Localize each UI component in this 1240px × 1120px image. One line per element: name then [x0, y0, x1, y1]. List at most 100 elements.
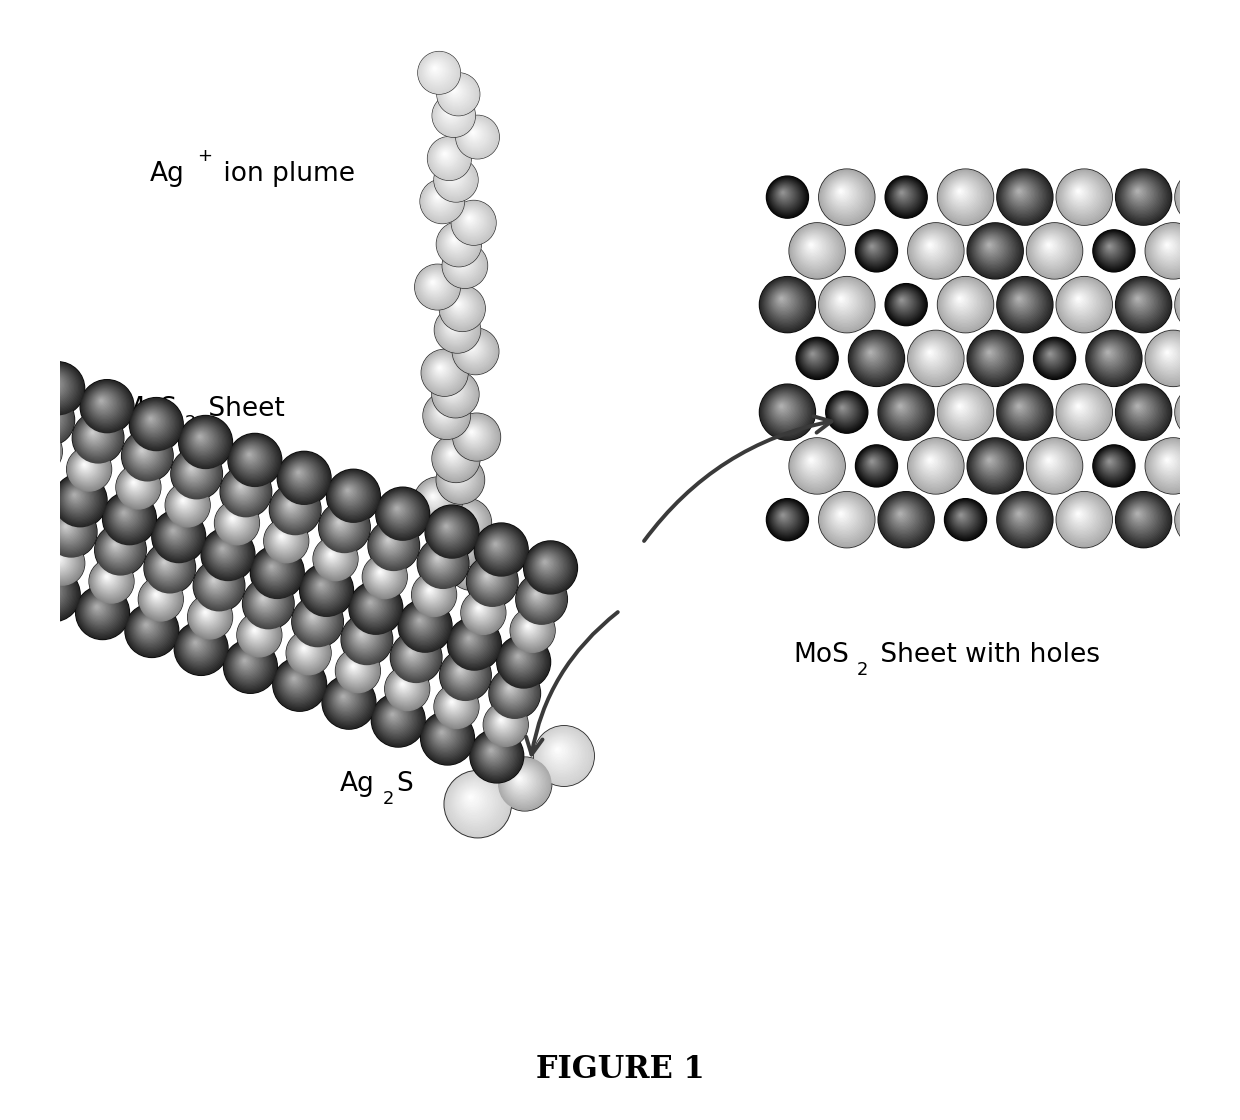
- Circle shape: [422, 56, 455, 88]
- Circle shape: [376, 568, 387, 578]
- Circle shape: [280, 664, 315, 700]
- Circle shape: [1195, 513, 1198, 515]
- Circle shape: [777, 296, 786, 304]
- Circle shape: [957, 296, 963, 302]
- Circle shape: [1075, 188, 1083, 195]
- Circle shape: [1127, 396, 1153, 422]
- Circle shape: [433, 513, 466, 547]
- Circle shape: [856, 337, 894, 376]
- Circle shape: [174, 450, 219, 496]
- Circle shape: [425, 353, 463, 391]
- Circle shape: [33, 404, 60, 430]
- Circle shape: [433, 141, 464, 174]
- Circle shape: [1047, 458, 1052, 463]
- Circle shape: [450, 251, 475, 276]
- Circle shape: [797, 447, 832, 482]
- Circle shape: [432, 360, 453, 381]
- Circle shape: [253, 628, 257, 633]
- Circle shape: [243, 578, 294, 629]
- Circle shape: [93, 563, 128, 598]
- Circle shape: [496, 715, 508, 727]
- Circle shape: [454, 510, 475, 530]
- Circle shape: [427, 718, 465, 755]
- Circle shape: [1210, 228, 1240, 270]
- Circle shape: [525, 623, 533, 631]
- Circle shape: [55, 475, 105, 525]
- Circle shape: [506, 644, 537, 675]
- Circle shape: [1004, 392, 1042, 429]
- Circle shape: [417, 578, 449, 609]
- Circle shape: [440, 459, 479, 498]
- Circle shape: [858, 233, 893, 268]
- Circle shape: [0, 523, 36, 568]
- Circle shape: [946, 500, 985, 539]
- Circle shape: [255, 591, 274, 609]
- Circle shape: [830, 394, 863, 429]
- Circle shape: [885, 391, 924, 430]
- Circle shape: [424, 544, 460, 580]
- Circle shape: [368, 560, 398, 590]
- Circle shape: [325, 508, 361, 544]
- Circle shape: [212, 579, 215, 581]
- Circle shape: [125, 433, 169, 477]
- Circle shape: [1178, 494, 1228, 544]
- Circle shape: [433, 724, 455, 746]
- Circle shape: [0, 562, 12, 585]
- Circle shape: [827, 178, 862, 213]
- Circle shape: [987, 458, 992, 463]
- Circle shape: [192, 429, 212, 449]
- Circle shape: [799, 340, 835, 376]
- Circle shape: [513, 652, 525, 662]
- Circle shape: [821, 279, 873, 330]
- Circle shape: [1037, 233, 1068, 263]
- Circle shape: [382, 494, 420, 531]
- Circle shape: [511, 650, 528, 666]
- Circle shape: [779, 188, 790, 199]
- Circle shape: [1179, 496, 1225, 541]
- Circle shape: [319, 542, 350, 573]
- Circle shape: [215, 541, 233, 560]
- Circle shape: [1028, 440, 1080, 492]
- Circle shape: [6, 539, 10, 543]
- Circle shape: [53, 474, 107, 528]
- Circle shape: [796, 231, 833, 268]
- Circle shape: [373, 566, 389, 581]
- Circle shape: [1105, 349, 1114, 357]
- Circle shape: [315, 538, 356, 579]
- Circle shape: [857, 339, 892, 374]
- Circle shape: [440, 226, 475, 261]
- Circle shape: [464, 558, 471, 564]
- Circle shape: [449, 321, 458, 330]
- Circle shape: [769, 179, 805, 215]
- Circle shape: [180, 457, 208, 485]
- Circle shape: [899, 190, 905, 196]
- Circle shape: [481, 570, 495, 585]
- Circle shape: [262, 597, 265, 600]
- Circle shape: [482, 571, 492, 581]
- Circle shape: [436, 196, 439, 197]
- Circle shape: [464, 592, 502, 632]
- Circle shape: [523, 620, 536, 633]
- Circle shape: [470, 729, 523, 783]
- Circle shape: [463, 122, 490, 149]
- Circle shape: [453, 202, 495, 243]
- Circle shape: [438, 517, 460, 540]
- Circle shape: [774, 399, 794, 418]
- Circle shape: [950, 289, 976, 315]
- Circle shape: [455, 330, 496, 372]
- Circle shape: [479, 528, 521, 570]
- Circle shape: [74, 455, 99, 479]
- Circle shape: [533, 590, 541, 598]
- Circle shape: [520, 617, 542, 640]
- Circle shape: [777, 510, 791, 523]
- Circle shape: [464, 123, 487, 147]
- Circle shape: [334, 688, 357, 710]
- Circle shape: [485, 533, 512, 561]
- Circle shape: [389, 671, 423, 704]
- Circle shape: [223, 508, 247, 533]
- Circle shape: [156, 554, 176, 575]
- Circle shape: [776, 293, 790, 307]
- Circle shape: [1133, 510, 1145, 520]
- Circle shape: [192, 599, 226, 633]
- Circle shape: [779, 511, 790, 522]
